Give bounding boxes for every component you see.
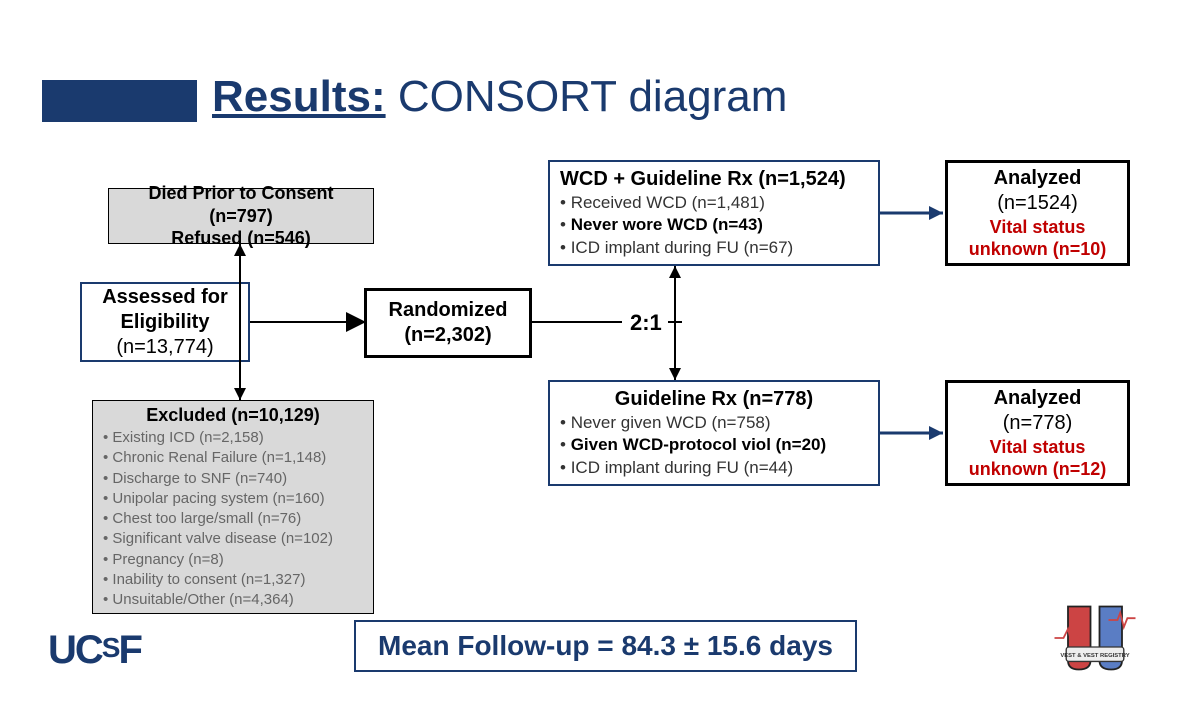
arrowhead-to-wcd (669, 266, 681, 278)
node-arm-guideline: Guideline Rx (n=778) • Never given WCD (… (548, 380, 880, 486)
an-wcd-vs2: unknown (n=10) (958, 238, 1117, 261)
title-rest: CONSORT diagram (386, 72, 788, 121)
node-died-refused: Died Prior to Consent (n=797) Refused (n… (108, 188, 374, 244)
excluded-item: • Significant valve disease (n=102) (103, 529, 333, 549)
an-gdl-n: (n=778) (958, 411, 1117, 436)
arm-gdl-b2: • Given WCD-protocol viol (n=20) (560, 434, 826, 456)
arm-wcd-title: WCD + Guideline Rx (n=1,524) (560, 167, 846, 192)
excluded-item: • Existing ICD (n=2,158) (103, 428, 333, 448)
arm-wcd-b3: • ICD implant during FU (n=67) (560, 237, 793, 259)
node-randomized: Randomized (n=2,302) (364, 288, 532, 358)
node-analyzed-wcd: Analyzed (n=1524) Vital status unknown (… (945, 160, 1130, 266)
arrowhead-to-gdl (669, 368, 681, 380)
died-line2: Refused (n=546) (119, 227, 363, 250)
excluded-item: • Pregnancy (n=8) (103, 550, 333, 570)
excluded-item: • Unsuitable/Other (n=4,364) (103, 590, 333, 610)
an-wcd-title: Analyzed (958, 166, 1117, 191)
arrowhead-wcd-analyzed (929, 206, 943, 220)
ratio-label: 2:1 (630, 310, 662, 336)
an-wcd-n: (n=1524) (958, 191, 1117, 216)
title-prefix: Results: (212, 72, 386, 121)
vest-registry-logo: VEST & VEST REGISTRY (1050, 593, 1140, 683)
died-line1: Died Prior to Consent (n=797) (119, 182, 363, 227)
excluded-item: • Chronic Renal Failure (n=1,148) (103, 448, 333, 468)
excluded-list: • Existing ICD (n=2,158) • Chronic Renal… (103, 428, 333, 610)
excluded-item: • Unipolar pacing system (n=160) (103, 489, 333, 509)
arm-gdl-title: Guideline Rx (n=778) (615, 387, 813, 412)
node-arm-wcd: WCD + Guideline Rx (n=1,524) • Received … (548, 160, 880, 266)
arrowhead-gdl-analyzed (929, 426, 943, 440)
page-title: Results: CONSORT diagram (212, 72, 787, 122)
ucsf-logo: UCSF (48, 628, 141, 673)
node-assessed: Assessed for Eligibility (n=13,774) (80, 282, 250, 362)
node-excluded: Excluded (n=10,129) • Existing ICD (n=2,… (92, 400, 374, 614)
randomized-n: (n=2,302) (377, 323, 519, 348)
node-analyzed-gdl: Analyzed (n=778) Vital status unknown (n… (945, 380, 1130, 486)
title-accent-bar (42, 80, 197, 122)
an-gdl-vs1: Vital status (958, 436, 1117, 459)
an-gdl-vs2: unknown (n=12) (958, 458, 1117, 481)
an-gdl-title: Analyzed (958, 386, 1117, 411)
svg-text:VEST & VEST REGISTRY: VEST & VEST REGISTRY (1060, 653, 1129, 659)
arm-wcd-b2: • Never wore WCD (n=43) (560, 214, 763, 236)
randomized-label: Randomized (377, 298, 519, 323)
excluded-item: • Discharge to SNF (n=740) (103, 469, 333, 489)
assessed-label: Assessed for Eligibility (92, 285, 238, 335)
assessed-n: (n=13,774) (92, 335, 238, 360)
arm-wcd-b1: • Received WCD (n=1,481) (560, 192, 765, 214)
excluded-item: • Inability to consent (n=1,327) (103, 570, 333, 590)
excluded-item: • Chest too large/small (n=76) (103, 509, 333, 529)
followup-text: Mean Follow-up = 84.3 ± 15.6 days (378, 630, 833, 661)
arrowhead-down (234, 388, 246, 400)
followup-box: Mean Follow-up = 84.3 ± 15.6 days (354, 620, 857, 672)
arm-gdl-b1: • Never given WCD (n=758) (560, 412, 771, 434)
arm-gdl-b3: • ICD implant during FU (n=44) (560, 457, 793, 479)
an-wcd-vs1: Vital status (958, 216, 1117, 239)
excluded-header: Excluded (n=10,129) (146, 404, 320, 427)
